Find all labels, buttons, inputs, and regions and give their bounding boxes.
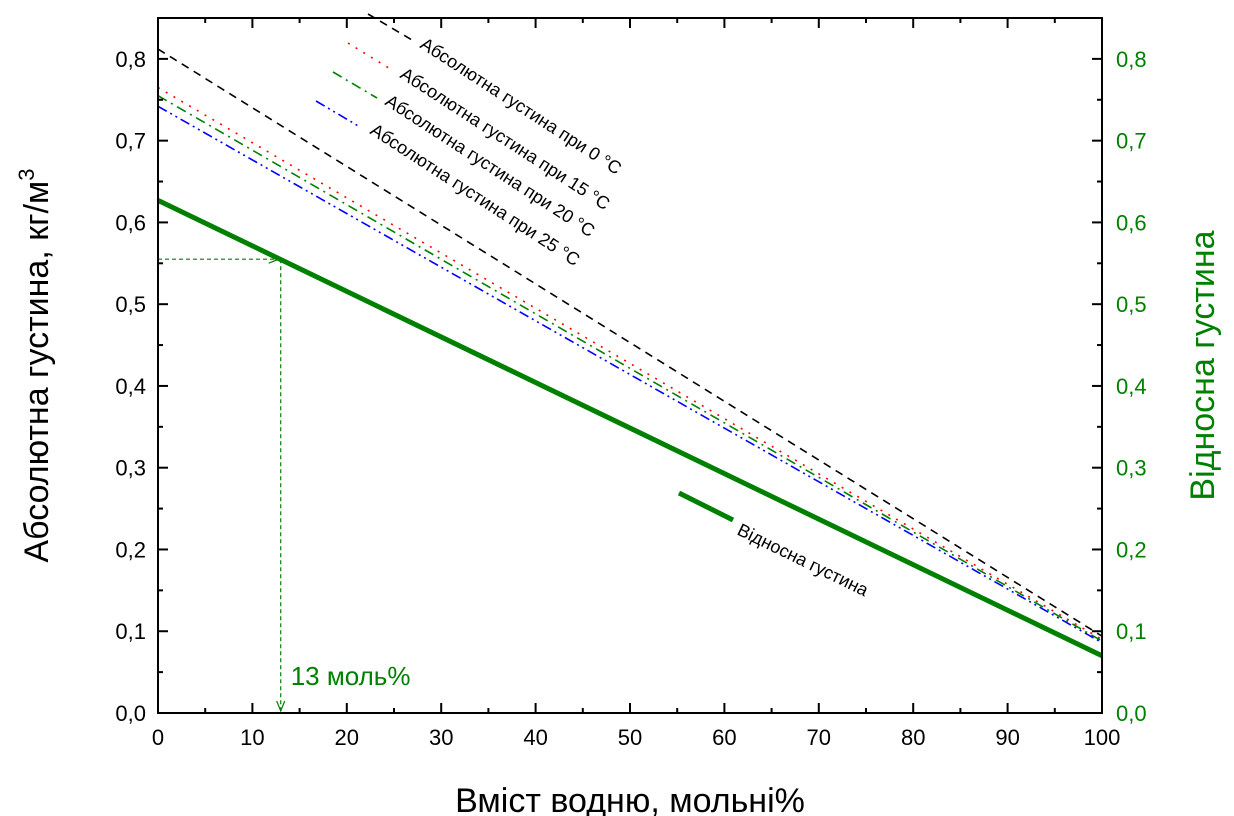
left-y-tick-label: 0,1: [115, 619, 146, 644]
right-y-tick-label: 0,3: [1116, 456, 1147, 481]
series-layer: [158, 48, 1102, 659]
right-y-tick-label: 0,1: [1116, 619, 1147, 644]
series-annotation-4: Відносна густина: [734, 520, 872, 601]
left-y-tick-label: 0,0: [115, 701, 146, 726]
left-y-tick-label: 0,8: [115, 47, 146, 72]
right-y-tick-label: 0,5: [1116, 292, 1147, 317]
right-y-tick-label: 0,4: [1116, 374, 1147, 399]
marker-vertical-arrowhead: [276, 700, 286, 713]
right-y-tick-label: 0,0: [1116, 701, 1147, 726]
right-y-axis-label: Відносна густина: [1184, 230, 1222, 500]
left-y-tick-label: 0,7: [115, 129, 146, 154]
left-y-tick-label: 0,4: [115, 374, 146, 399]
left-y-axis-label: Абсолютна густина, кг/м3: [14, 168, 56, 562]
right-y-tick-label: 0,7: [1116, 129, 1147, 154]
marker-label: 13 моль%: [291, 661, 411, 691]
annotation-line-sample-3: [315, 100, 361, 128]
right-y-tick-label: 0,6: [1116, 210, 1147, 235]
x-tick-label: 20: [335, 725, 359, 750]
left-y-axis-label-superscript: 3: [14, 168, 39, 180]
x-tick-label: 70: [807, 725, 831, 750]
left-y-tick-label: 0,5: [115, 292, 146, 317]
left-y-axis-ticks: 0,0 0,1 0,2 0,3 0,4 0,5 0,6 0,7 0,8: [115, 47, 168, 726]
series-line-0: [158, 48, 1102, 637]
x-tick-label: 40: [523, 725, 547, 750]
left-y-tick-label: 0,3: [115, 456, 146, 481]
x-tick-label: 90: [995, 725, 1019, 750]
series-line-4: [158, 198, 1102, 659]
left-y-tick-label: 0,6: [115, 210, 146, 235]
x-tick-label: 100: [1084, 725, 1121, 750]
marker-layer: 13 моль%: [158, 254, 411, 713]
x-axis-label: Вміст водню, мольні%: [455, 782, 805, 816]
left-y-axis-label-text: Абсолютна густина, кг/м: [18, 181, 56, 563]
right-y-tick-label: 0,2: [1116, 537, 1147, 562]
x-tick-label: 30: [429, 725, 453, 750]
annotation-line-sample-0: [367, 13, 413, 41]
right-y-axis-ticks: 0,0 0,1 0,2 0,3 0,4 0,5 0,6 0,7 0,8: [1092, 47, 1147, 726]
marker-horizontal-arrowhead: [268, 254, 281, 264]
annotation-line-sample-1: [347, 42, 393, 71]
series-line-1: [158, 86, 1102, 641]
plot-frame: [157, 17, 1103, 714]
x-tick-label: 10: [240, 725, 264, 750]
series-line-2: [158, 94, 1102, 642]
x-axis-ticks: 0 10 20 30 40 50 60 70 80 90 100: [152, 18, 1120, 750]
series-line-3: [158, 105, 1102, 644]
x-tick-label: 60: [712, 725, 736, 750]
axes-layer: [157, 17, 1103, 714]
x-tick-label: 0: [152, 725, 164, 750]
right-y-tick-label: 0,8: [1116, 47, 1147, 72]
x-tick-label: 80: [901, 725, 925, 750]
annotation-line-sample-2: [332, 71, 378, 99]
annotation-line-sample-4: [677, 490, 735, 523]
left-y-tick-label: 0,2: [115, 537, 146, 562]
x-tick-label: 50: [618, 725, 642, 750]
